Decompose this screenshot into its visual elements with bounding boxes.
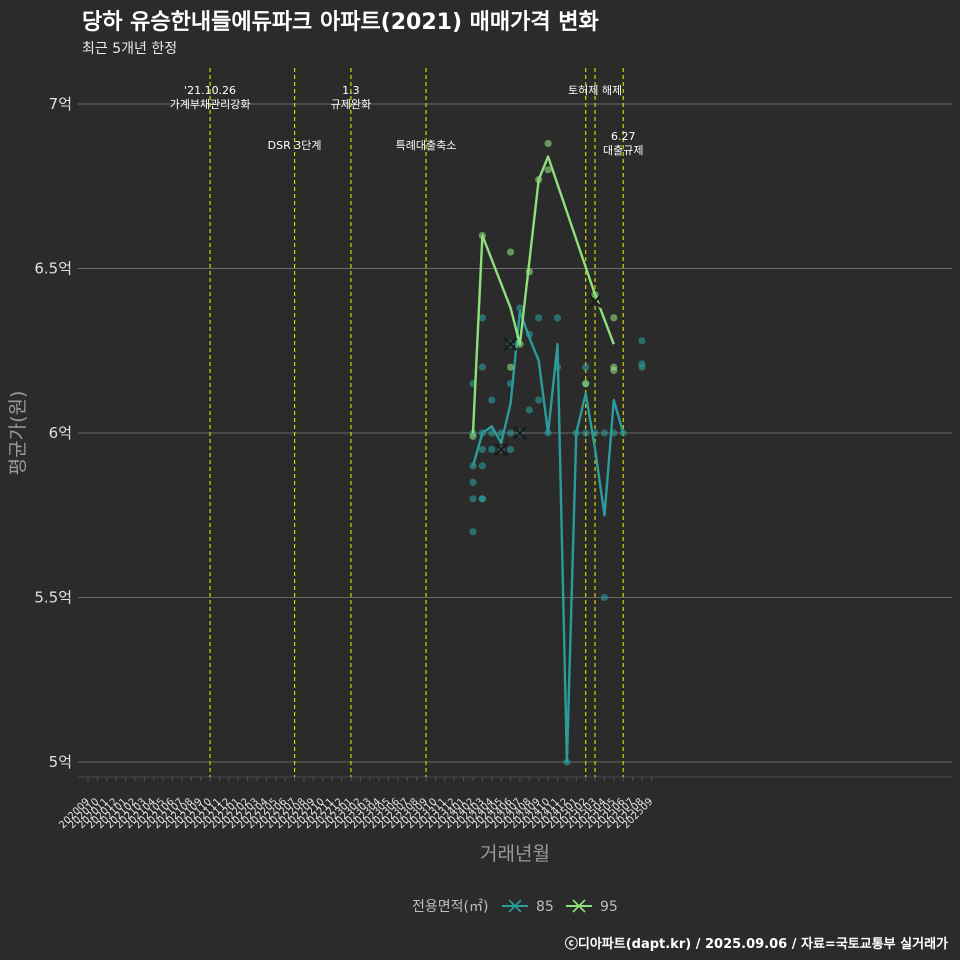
chart-title: 당하 유승한내들에듀파크 아파트(2021) 매매가격 변화: [82, 10, 599, 35]
data-point-85: [478, 314, 486, 322]
data-point-85: [553, 314, 562, 322]
data-point-85: [469, 478, 477, 486]
data-point-85: [638, 337, 646, 345]
data-point-85: [469, 462, 477, 470]
event-label: 6.27: [611, 130, 636, 143]
y-tick-label: 6억: [49, 424, 72, 442]
legend-label-95: 95: [600, 899, 618, 915]
y-tick-label: 5억: [49, 753, 72, 771]
y-tick-label: 6.5억: [34, 260, 72, 278]
x-axis: 2020092020102020112020122021012021022021…: [57, 777, 656, 831]
data-point-85: [469, 495, 477, 503]
data-point-95: [506, 363, 515, 371]
legend-label-85: 85: [536, 899, 554, 915]
data-point-85: [535, 396, 543, 404]
cross-marker-95: [588, 294, 602, 309]
data-point-95: [582, 380, 590, 388]
data-point-85: [506, 445, 515, 454]
y-tick-label: 5.5억: [34, 589, 72, 607]
data-point-85: [469, 528, 477, 536]
data-point-85: [478, 462, 486, 470]
data-point-95: [610, 314, 618, 322]
data-point-85: [478, 363, 486, 371]
legend-cross-95: [572, 899, 586, 913]
legend-title: 전용면적(㎡): [412, 899, 488, 915]
event-label: 가계부채관리강화: [170, 98, 251, 111]
y-tick-label: 7억: [49, 95, 72, 113]
legend-cross-85: [508, 899, 522, 913]
data-point-85: [535, 314, 543, 322]
event-label: 1.3: [342, 84, 360, 97]
legend: 전용면적(㎡) 85 95: [412, 899, 618, 915]
data-point-85: [582, 363, 590, 371]
y-axis: 5억 5.5억 6억 6.5억 7억: [34, 95, 72, 771]
source-caption: ⓒ디아파트(dapt.kr) / 2025.09.06 / 자료=국토교통부 실…: [565, 936, 948, 952]
data-point-85: [488, 445, 496, 454]
event-label: 규제완화: [331, 98, 371, 111]
cross-marker-85: [513, 426, 527, 440]
data-point-85: [525, 406, 533, 414]
data-point-85: [478, 445, 486, 454]
data-point-85: [600, 429, 609, 437]
event-label: 대출규제: [603, 144, 643, 157]
data-point-85: [516, 304, 524, 312]
data-point-85: [600, 593, 609, 602]
data-point-95: [469, 432, 477, 440]
event-label: 특례대출축소: [396, 139, 457, 152]
data-point-95: [610, 363, 618, 371]
data-point-85: [582, 429, 590, 437]
series-line-85: [471, 310, 625, 764]
chart-subtitle: 최근 5개년 한정: [82, 41, 177, 57]
y-axis-title: 평균가(원): [7, 391, 29, 476]
data-point-85: [506, 429, 515, 437]
x-axis-title: 거래년월: [480, 843, 550, 865]
data-point-85: [478, 495, 486, 503]
data-point-85: [638, 360, 646, 368]
data-point-95: [544, 166, 552, 174]
data-point-95: [544, 139, 552, 148]
data-point-95: [506, 248, 515, 256]
series-marks: [469, 139, 646, 766]
event-label: '21.10.26: [184, 84, 236, 97]
cross-marker-85: [494, 442, 508, 457]
data-point-85: [488, 396, 496, 404]
event-label: 토허제 해제: [568, 83, 622, 97]
event-label: DSR 3단계: [268, 139, 322, 152]
series-line-95: [471, 155, 615, 434]
cross-marker-85: [503, 337, 518, 351]
data-point-85: [619, 429, 627, 437]
grid-lines: [78, 103, 952, 778]
